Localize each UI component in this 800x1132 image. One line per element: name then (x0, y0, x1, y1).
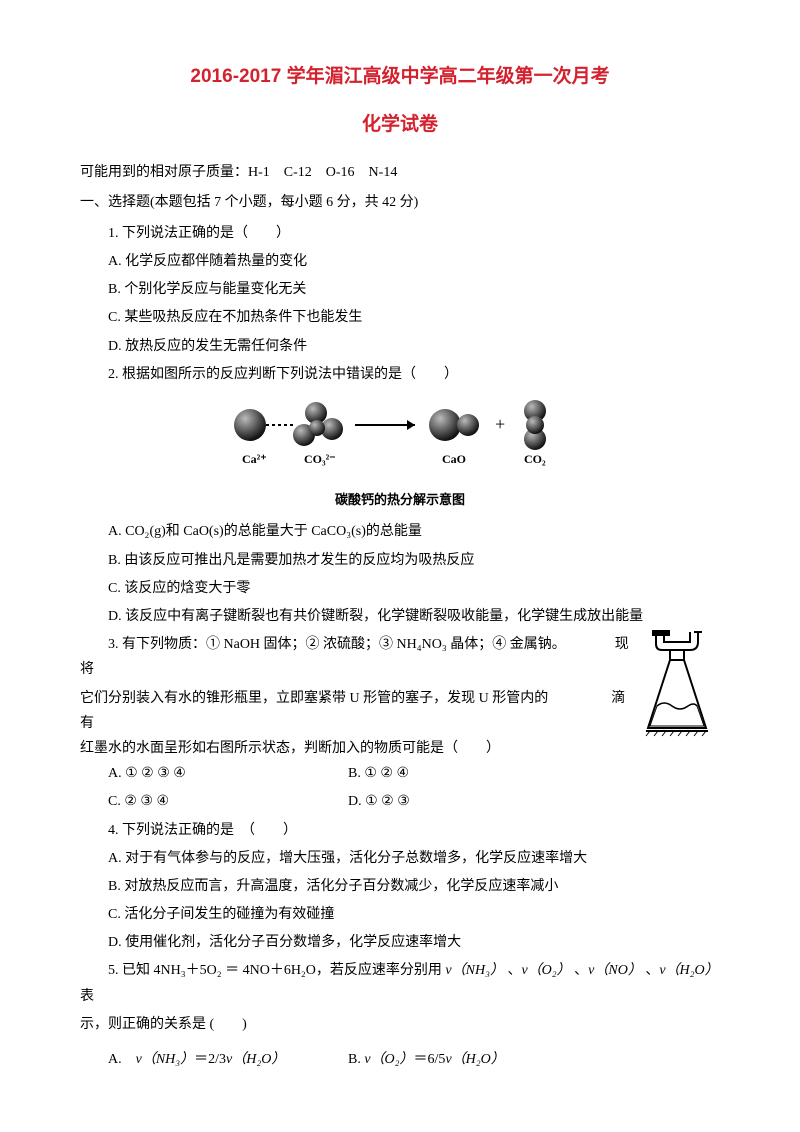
q1-option-a: A. 化学反应都伴随着热量的变化 (80, 249, 720, 274)
q1-option-b: B. 个别化学反应与能量变化无关 (80, 277, 720, 302)
q5-v-h2o: v（H₂O） (659, 963, 718, 978)
q2-option-a: A. CO₂(g)和 CaO(s)的总能量大于 CaCO₃(s)的总能量 (80, 519, 720, 544)
q2-stem: 2. 根据如图所示的反应判断下列说法中错误的是（ ） (80, 362, 720, 387)
q1-stem: 1. 下列说法正确的是（ ） (80, 221, 720, 246)
q5-stem-suffix: 表 (80, 989, 94, 1004)
section-1-header: 一、选择题(本题包括 7 个小题，每小题 6 分，共 42 分) (80, 190, 720, 215)
svg-text:CO₂: CO₂ (524, 452, 546, 466)
q3-stem-line3: 红墨水的水面呈形如右图所示状态，判断加入的物质可能是（ ） (80, 736, 720, 761)
q5-sep3: 、 (642, 963, 660, 978)
q5-stem-line2: 示，则正确的关系是 ( ) (80, 1012, 720, 1037)
title-sub: 化学试卷 (80, 108, 720, 142)
q3-flask-figure (640, 628, 720, 747)
q3-stem-mid: 它们分别装入有水的锥形瓶里，立即塞紧带 U 形管的塞子，发现 U 形管内的 (80, 691, 548, 706)
q4-option-a: A. 对于有气体参与的反应，增大压强，活化分子总数增多，化学反应速率增大 (80, 846, 720, 871)
atomic-mass-info: 可能用到的相对原子质量：H-1 C-12 O-16 N-14 (80, 160, 720, 185)
svg-text:CO₃²⁻: CO₃²⁻ (304, 452, 336, 466)
q3-stem-prefix: 3. 有下列物质：① NaOH 固体；② 浓硫酸；③ NH₄NO₃ 晶体；④ 金… (108, 637, 566, 652)
q5-stem-prefix: 5. 已知 4NH₃＋5O₂ ＝ 4NO＋6H₂O，若反应速率分别用 (108, 963, 445, 978)
q2-diagram-caption: 碳酸钙的热分解示意图 (80, 488, 720, 511)
q5-sep1: 、 (504, 963, 522, 978)
q3-stem-line1: 3. 有下列物质：① NaOH 固体；② 浓硫酸；③ NH₄NO₃ 晶体；④ 金… (80, 632, 720, 682)
q3-option-d: D. ① ② ③ (320, 789, 410, 814)
q2-diagram: + Ca²⁺ CO₃²⁻ CaO CO₂ 碳酸钙的热分解示意图 (80, 395, 720, 512)
q4-option-d: D. 使用催化剂，活化分子百分数增多，化学反应速率增大 (80, 930, 720, 955)
q5-v-no: v（NO） (588, 963, 642, 978)
q4-option-b: B. 对放热反应而言，升高温度，活化分子百分数减少，化学反应速率减小 (80, 874, 720, 899)
q5-stem-line1: 5. 已知 4NH₃＋5O₂ ＝ 4NO＋6H₂O，若反应速率分别用 v（NH₃… (80, 958, 720, 1008)
q4-stem: 4. 下列说法正确的是 （ ） (80, 818, 720, 843)
q5-v-o2: v（O₂） (521, 963, 570, 978)
q3-option-b: B. ① ② ④ (320, 761, 409, 786)
q2-option-b: B. 由该反应可推出凡是需要加热才发生的反应均为吸热反应 (80, 548, 720, 573)
q5-v-nh3: v（NH₃） (445, 963, 504, 978)
q2-option-c: C. 该反应的焓变大于零 (80, 576, 720, 601)
q1-option-d: D. 放热反应的发生无需任何条件 (80, 334, 720, 359)
q2-option-d: D. 该反应中有离子键断裂也有共价键断裂，化学键断裂吸收能量，化学键生成放出能量 (80, 604, 720, 629)
svg-text:+: + (495, 414, 505, 434)
q4-option-c: C. 活化分子间发生的碰撞为有效碰撞 (80, 902, 720, 927)
title-main: 2016-2017 学年湄江高级中学高二年级第一次月考 (80, 60, 720, 94)
q3-stem-line2: 它们分别装入有水的锥形瓶里，立即塞紧带 U 形管的塞子，发现 U 形管内的 滴有 (80, 686, 720, 736)
q5-option-a: A. v（NH₃）＝2/3v（H₂O） (80, 1047, 320, 1072)
svg-text:CaO: CaO (442, 452, 466, 466)
flask-icon (640, 628, 720, 738)
svg-text:Ca²⁺: Ca²⁺ (242, 452, 267, 466)
q1-option-c: C. 某些吸热反应在不加热条件下也能发生 (80, 305, 720, 330)
q3-option-a: A. ① ② ③ ④ (80, 761, 320, 786)
q5-option-b: B. v（O₂）＝6/5v（H₂O） (320, 1047, 505, 1072)
decomposition-diagram-icon: + Ca²⁺ CO₃²⁻ CaO CO₂ (220, 395, 580, 475)
q5-sep2: 、 (571, 963, 589, 978)
q3-option-c: C. ② ③ ④ (80, 789, 320, 814)
